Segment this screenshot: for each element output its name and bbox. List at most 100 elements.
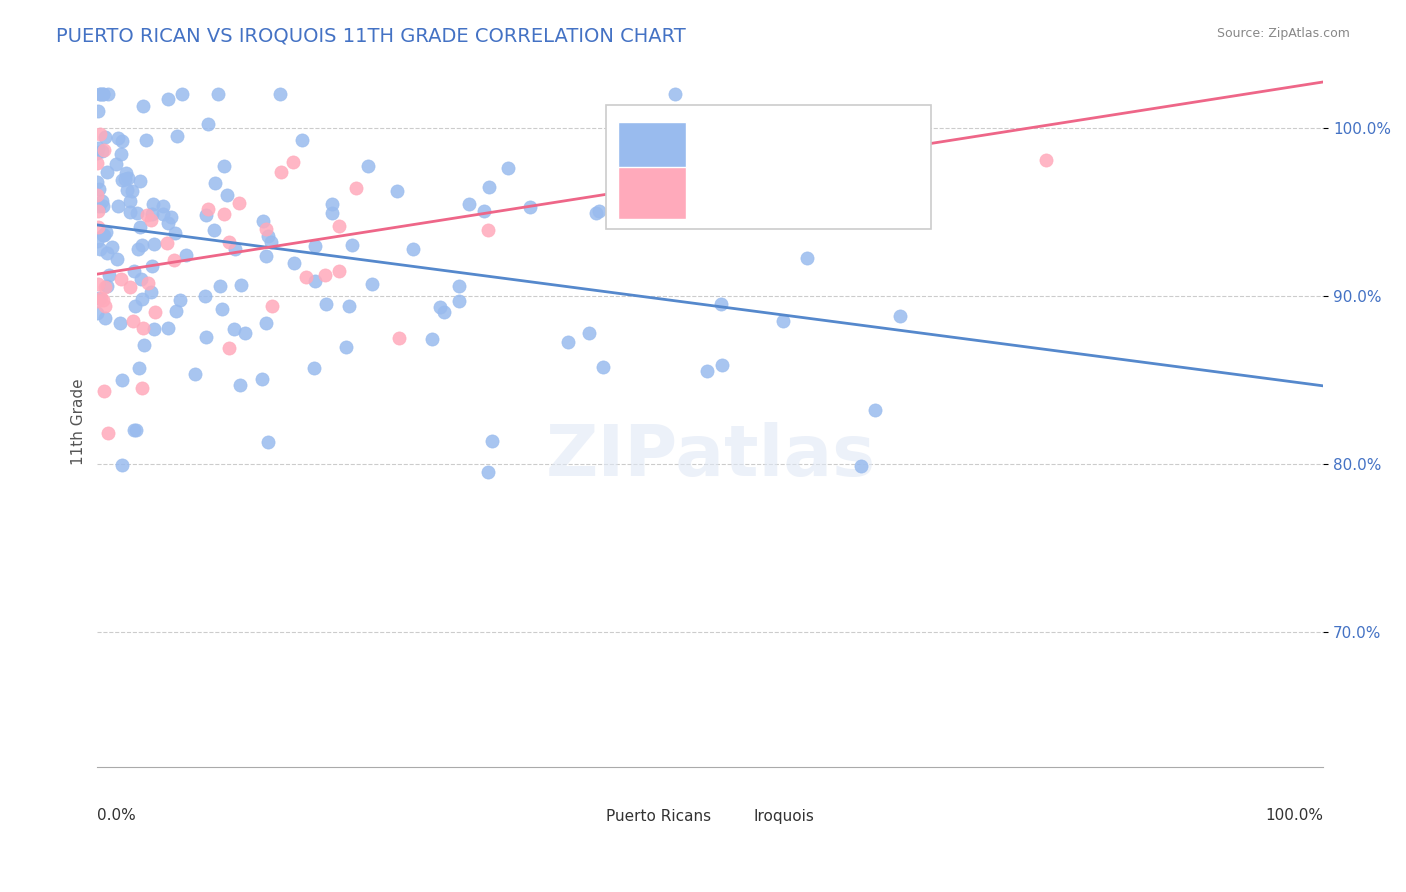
Text: 44: 44 [858, 182, 883, 200]
Point [89, 87, 111, 102]
Point [93, 228, 115, 243]
Point [260, 235, 283, 250]
Point [314, 268, 336, 283]
Point [315, 297, 337, 311]
Point [481, 434, 503, 448]
Point [89, 242, 111, 256]
Point [472, 204, 495, 219]
Point [291, 133, 314, 147]
Point [429, 300, 451, 314]
Point [89, 291, 111, 305]
Point [135, 132, 157, 146]
FancyBboxPatch shape [619, 167, 686, 219]
Point [124, 423, 146, 437]
Point [208, 278, 231, 293]
Point [86, 104, 108, 119]
Point [91, 199, 114, 213]
Point [174, 248, 197, 262]
Point [121, 184, 143, 198]
Point [110, 316, 132, 330]
Point [111, 373, 134, 387]
Point [160, 210, 183, 224]
Point [114, 171, 136, 186]
Point [212, 207, 235, 221]
Point [696, 363, 718, 377]
Point [849, 458, 872, 473]
Point [96, 245, 118, 260]
Text: R =: R = [686, 130, 721, 148]
Point [709, 297, 731, 311]
Point [152, 207, 174, 221]
Point [93, 143, 115, 157]
Point [128, 219, 150, 234]
Point [585, 206, 607, 220]
Point [117, 170, 139, 185]
Point [132, 321, 155, 335]
Point [110, 147, 132, 161]
Point [204, 176, 226, 190]
Point [827, 182, 849, 196]
Point [87, 199, 110, 213]
Point [86, 175, 108, 189]
Point [101, 239, 124, 253]
Point [118, 280, 141, 294]
Point [122, 314, 145, 328]
Text: Puerto Ricans: Puerto Ricans [606, 809, 711, 823]
Point [645, 109, 668, 123]
Point [328, 219, 350, 234]
Point [93, 280, 115, 294]
Point [94, 300, 117, 314]
Point [156, 216, 179, 230]
Point [269, 87, 291, 102]
Point [87, 220, 110, 235]
Point [86, 234, 108, 248]
Point [163, 226, 186, 240]
Point [222, 322, 245, 336]
Point [129, 272, 152, 286]
Point [127, 206, 149, 220]
Point [86, 306, 108, 320]
Point [87, 182, 110, 196]
Point [131, 292, 153, 306]
Point [91, 227, 114, 242]
Point [557, 334, 579, 349]
Point [93, 384, 115, 398]
Text: 147: 147 [858, 130, 896, 148]
Point [97, 426, 120, 441]
Point [796, 251, 818, 265]
Text: N =: N = [808, 182, 845, 200]
Point [202, 223, 225, 237]
Point [281, 154, 304, 169]
Y-axis label: 11th Grade: 11th Grade [72, 379, 86, 466]
Point [163, 252, 186, 267]
Point [169, 293, 191, 307]
Point [91, 144, 114, 158]
Point [132, 99, 155, 113]
Point [357, 159, 380, 173]
Point [97, 87, 120, 102]
Point [388, 331, 411, 345]
Point [252, 372, 274, 386]
Point [166, 128, 188, 143]
Point [156, 236, 179, 251]
Point [86, 293, 108, 308]
FancyBboxPatch shape [564, 801, 606, 832]
Point [477, 465, 499, 479]
Point [588, 203, 610, 218]
Point [96, 165, 118, 179]
Point [184, 367, 207, 381]
Point [111, 134, 134, 148]
Point [124, 423, 146, 437]
Point [218, 341, 240, 355]
FancyBboxPatch shape [619, 122, 686, 174]
Point [252, 214, 274, 228]
Point [156, 321, 179, 335]
Point [283, 256, 305, 270]
Point [344, 181, 367, 195]
Point [592, 360, 614, 375]
Point [122, 264, 145, 278]
Point [91, 293, 114, 307]
Point [254, 249, 277, 263]
Point [142, 322, 165, 336]
Point [131, 238, 153, 252]
